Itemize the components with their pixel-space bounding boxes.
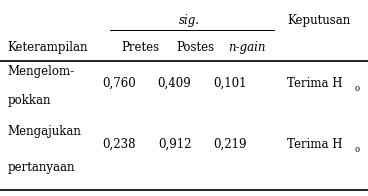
Text: Pretes: Pretes	[121, 41, 160, 54]
Text: pokkan: pokkan	[7, 94, 51, 107]
Text: 0,912: 0,912	[158, 138, 191, 151]
Text: 0,238: 0,238	[103, 138, 136, 151]
Text: sig.: sig.	[179, 14, 200, 27]
Text: 0,219: 0,219	[213, 138, 247, 151]
Text: Terima H: Terima H	[287, 77, 343, 90]
Text: pertanyaan: pertanyaan	[7, 161, 75, 174]
Text: 0,101: 0,101	[213, 77, 247, 90]
Text: 0: 0	[354, 146, 360, 154]
Text: n-gain: n-gain	[228, 41, 266, 54]
Text: Postes: Postes	[177, 41, 215, 54]
Text: 0: 0	[354, 85, 360, 93]
Text: 0,760: 0,760	[102, 77, 136, 90]
Text: Mengajukan: Mengajukan	[7, 125, 81, 138]
Text: Mengelom-: Mengelom-	[7, 65, 74, 78]
Text: Keterampilan: Keterampilan	[7, 41, 88, 54]
Text: 0,409: 0,409	[158, 77, 191, 90]
Text: Keputusan: Keputusan	[287, 14, 350, 27]
Text: Terima H: Terima H	[287, 138, 343, 151]
